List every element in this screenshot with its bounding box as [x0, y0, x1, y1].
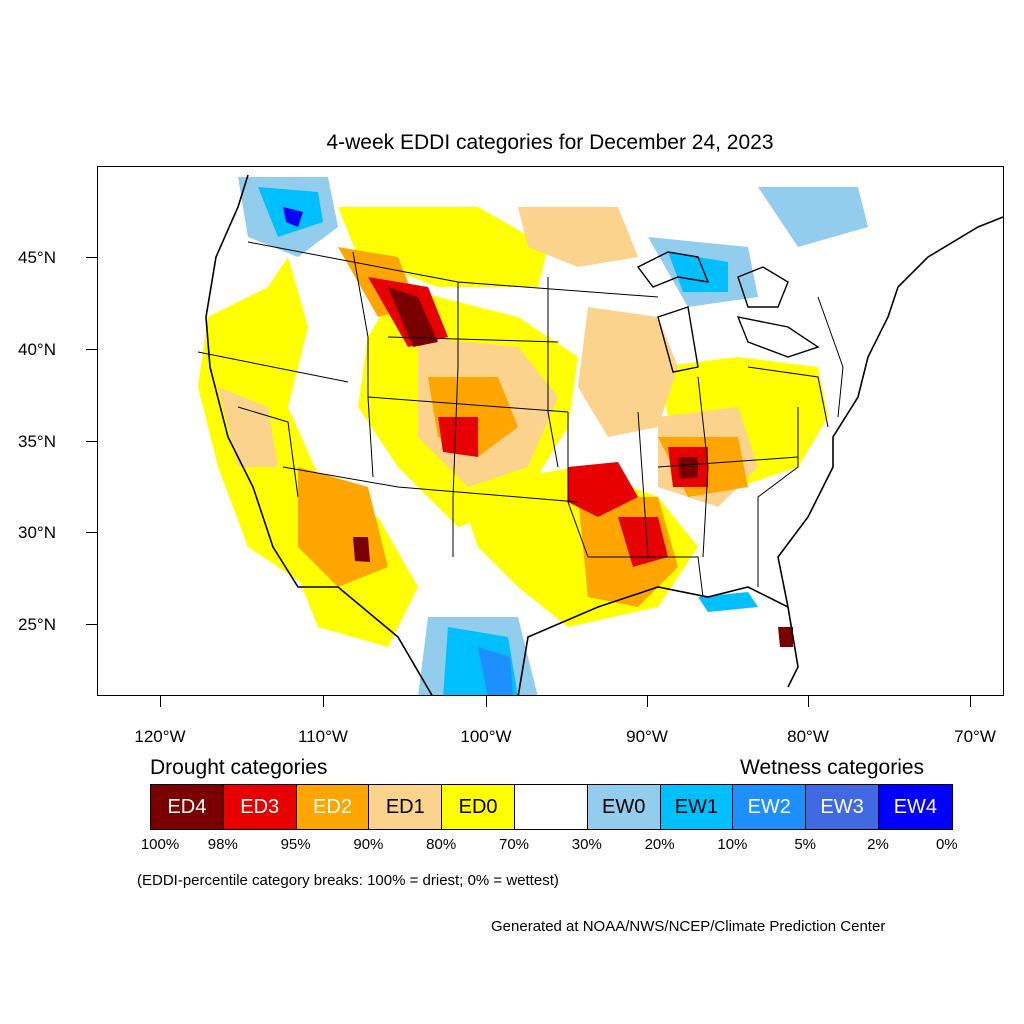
lat-label-25: 25°N — [18, 615, 56, 634]
legend-break-label: 2% — [867, 836, 889, 853]
great-lakes — [636, 251, 820, 373]
lat-label-30: 30°N — [18, 523, 56, 542]
legend-swatch-ed2: ED2 — [296, 785, 370, 829]
lon-tick — [647, 696, 648, 707]
legend-break-label: 30% — [571, 836, 602, 853]
ed3-mississippi — [618, 517, 668, 567]
ed3-kansas — [438, 417, 478, 457]
lon-label-70: 70°W — [954, 727, 996, 746]
ed3-arklatex — [568, 462, 638, 517]
legend-swatch-ew2: EW2 — [733, 785, 807, 829]
lon-label-120: 120°W — [134, 727, 186, 746]
ed4-wyoming — [388, 287, 438, 347]
lat-tick — [86, 349, 97, 350]
legend-swatch-ew4: EW4 — [878, 785, 952, 829]
ew2-texas — [478, 647, 513, 695]
lat-tick — [86, 624, 97, 625]
legend-break-label: 70% — [498, 836, 530, 853]
eddi-map-graphic — [197, 174, 1003, 695]
lon-label-100: 100°W — [460, 727, 512, 746]
lon-tick — [808, 696, 809, 707]
legend-break-label: 100% — [140, 836, 180, 853]
ew-north-east — [758, 187, 868, 247]
credit-line: Generated at NOAA/NWS/NCEP/Climate Predi… — [491, 918, 886, 935]
legend-swatch-ed0: ED0 — [442, 785, 515, 829]
legend-break-label: 95% — [280, 836, 311, 853]
ed4-new-mexico — [353, 537, 370, 562]
legend-swatch-ed3: ED3 — [223, 785, 297, 829]
lon-tick — [160, 696, 161, 707]
map-title: 4-week EDDI categories for December 24, … — [326, 131, 774, 154]
coastline — [205, 174, 1003, 695]
lon-tick — [970, 696, 971, 707]
political-boundaries — [197, 241, 844, 598]
lon-label-90: 90°W — [626, 727, 668, 746]
legend-colorbar: ED4 ED3 ED2 ED1 ED0 EW0 EW1 EW2 EW3 EW4 — [150, 784, 953, 830]
ed1-north — [518, 207, 638, 267]
ew4-pacific-northwest — [283, 207, 303, 227]
legend-break-label: 0% — [935, 836, 958, 853]
legend-break-label: 10% — [717, 836, 748, 853]
legend-swatch-ew0: EW0 — [587, 785, 661, 829]
lon-tick — [486, 696, 487, 707]
legend-swatch-ed4: ED4 — [151, 785, 224, 829]
legend-break-label: 20% — [644, 836, 675, 853]
lon-tick — [323, 696, 324, 707]
lat-label-45: 45°N — [18, 248, 56, 267]
legend-break-label: 80% — [426, 836, 457, 853]
lat-label-40: 40°N — [18, 340, 56, 359]
legend-break-label: 90% — [353, 836, 384, 853]
lat-tick — [86, 257, 97, 258]
legend-swatch-ew3: EW3 — [806, 785, 879, 829]
category-note: (EDDI-percentile category breaks: 100% =… — [137, 872, 559, 889]
ew-southeast-coast — [698, 592, 758, 612]
legend-swatch-neutral — [514, 785, 588, 829]
drought-heading: Drought categories — [150, 756, 328, 779]
ed1-midwest — [578, 307, 678, 437]
lat-tick — [86, 441, 97, 442]
lat-tick — [86, 532, 97, 533]
lon-label-110: 110°W — [298, 727, 348, 746]
ed4-florida — [778, 627, 793, 647]
legend-swatch-ew1: EW1 — [660, 785, 734, 829]
wetness-heading: Wetness categories — [740, 756, 925, 779]
ew1-great-lakes — [668, 252, 728, 292]
legend-swatch-ed1: ED1 — [369, 785, 443, 829]
lat-label-35: 35°N — [18, 432, 56, 451]
eddi-map — [97, 166, 1004, 696]
lon-label-80: 80°W — [787, 727, 829, 746]
legend-break-label: 98% — [207, 836, 238, 853]
legend-break-label: 5% — [794, 836, 817, 853]
ed4-tennessee — [678, 457, 698, 479]
